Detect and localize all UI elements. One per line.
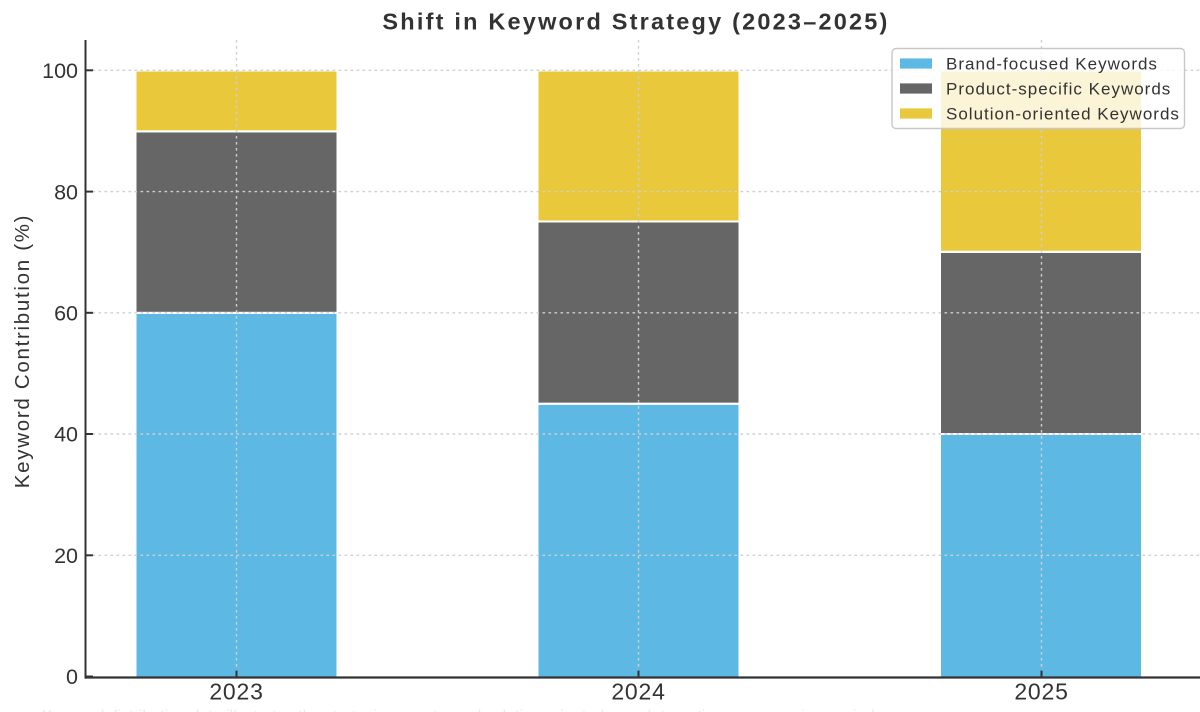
svg-text:Product-specific Keywords: Product-specific Keywords	[946, 79, 1171, 98]
svg-text:2023: 2023	[209, 679, 263, 705]
svg-text:Solution-oriented Keywords: Solution-oriented Keywords	[946, 104, 1180, 123]
svg-text:20: 20	[54, 544, 78, 568]
svg-text:40: 40	[54, 423, 78, 447]
svg-text:0: 0	[66, 665, 78, 689]
svg-text:Shift in Keyword Strategy (202: Shift in Keyword Strategy (2023–2025)	[382, 9, 889, 35]
svg-text:Keyword Contribution (%): Keyword Contribution (%)	[11, 214, 34, 488]
svg-text:80: 80	[54, 180, 78, 204]
svg-text:100: 100	[42, 59, 78, 83]
svg-text:60: 60	[54, 302, 78, 326]
svg-text:Keyword distribution data illu: Keyword distribution data illustrates th…	[42, 708, 887, 712]
svg-text:Brand-focused Keywords: Brand-focused Keywords	[946, 54, 1158, 73]
svg-text:2025: 2025	[1014, 679, 1068, 705]
svg-text:2024: 2024	[611, 679, 665, 705]
